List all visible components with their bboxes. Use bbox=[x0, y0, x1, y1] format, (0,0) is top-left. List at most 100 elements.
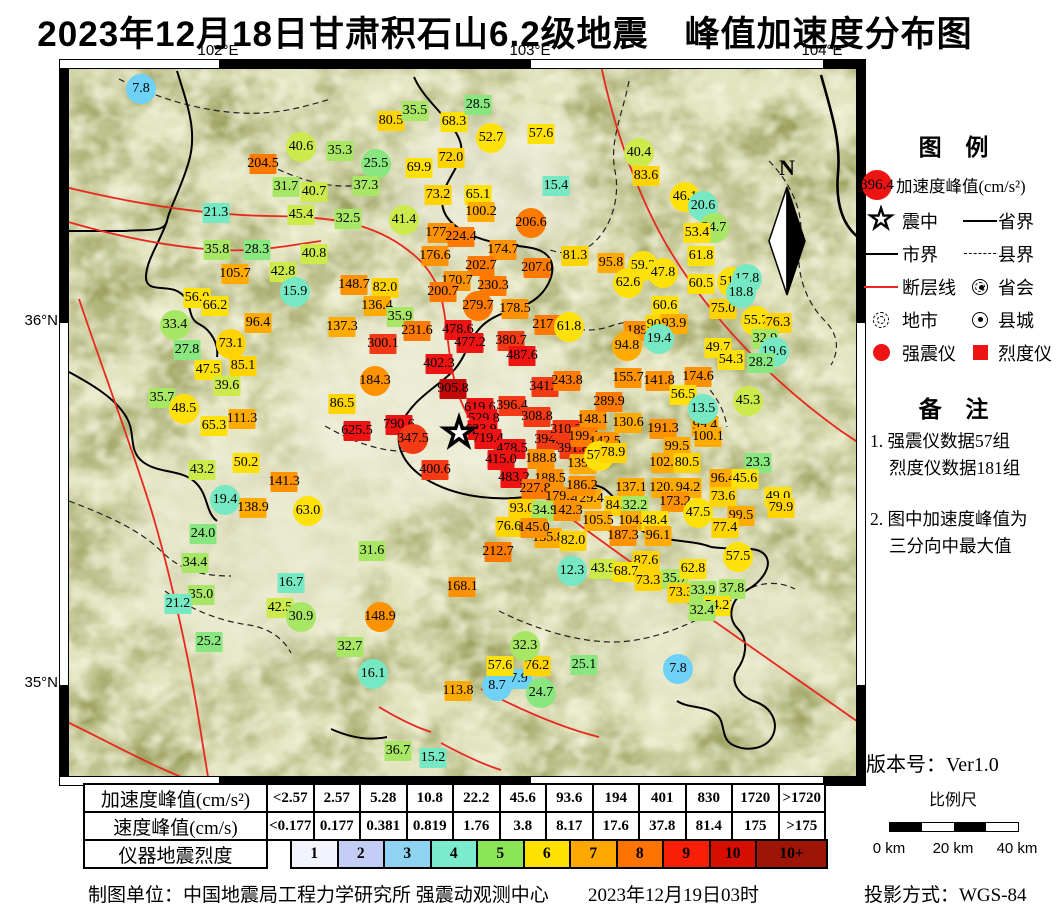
station-marker[interactable]: 69.9 bbox=[405, 158, 433, 178]
station-marker[interactable]: 41.4 bbox=[389, 205, 419, 235]
station-marker[interactable]: 47.5 bbox=[683, 498, 713, 528]
station-marker[interactable]: 415.0 bbox=[485, 450, 517, 470]
station-marker[interactable]: 65.1 bbox=[464, 185, 492, 205]
station-marker[interactable]: 477.2 bbox=[454, 333, 486, 353]
station-marker[interactable]: 85.1 bbox=[229, 356, 257, 376]
station-marker[interactable]: 32.4 bbox=[688, 601, 716, 621]
station-marker[interactable]: 43.2 bbox=[188, 460, 216, 480]
station-marker[interactable]: 113.8 bbox=[443, 681, 474, 701]
station-marker[interactable]: 200.7 bbox=[427, 282, 459, 302]
station-marker[interactable]: 39.6 bbox=[213, 376, 241, 396]
station-marker[interactable]: 21.3 bbox=[202, 203, 230, 223]
station-marker[interactable]: 80.5 bbox=[673, 453, 701, 473]
station-marker[interactable]: 66.2 bbox=[201, 296, 229, 316]
station-marker[interactable]: 57.5 bbox=[723, 542, 753, 572]
station-marker[interactable]: 176.6 bbox=[419, 246, 451, 266]
station-marker[interactable]: 96.1 bbox=[644, 526, 672, 546]
station-marker[interactable]: 19.4 bbox=[644, 324, 674, 354]
station-marker[interactable]: 79.9 bbox=[767, 498, 795, 518]
station-marker[interactable]: 23.3 bbox=[744, 453, 772, 473]
station-marker[interactable]: 73.2 bbox=[424, 185, 452, 205]
station-marker[interactable]: 487.6 bbox=[506, 346, 538, 366]
station-marker[interactable]: 35.3 bbox=[326, 141, 354, 161]
station-marker[interactable]: 60.6 bbox=[651, 296, 679, 316]
station-marker[interactable]: 60.5 bbox=[687, 274, 715, 294]
station-marker[interactable]: 155.7 bbox=[612, 368, 644, 388]
station-marker[interactable]: 7.8 bbox=[126, 74, 156, 104]
station-marker[interactable]: 28.2 bbox=[747, 353, 775, 373]
station-marker[interactable]: 27.8 bbox=[173, 340, 201, 360]
station-marker[interactable]: 168.1 bbox=[446, 577, 478, 597]
station-marker[interactable]: 62.8 bbox=[679, 559, 707, 579]
station-marker[interactable]: 82.0 bbox=[559, 531, 587, 551]
station-marker[interactable]: 72.0 bbox=[437, 148, 465, 168]
station-marker[interactable]: 300.1 bbox=[367, 334, 399, 354]
station-marker[interactable]: 174.7 bbox=[487, 240, 519, 260]
map-canvas[interactable]: N 7.8 40.6 204.5 31.7 40.7 21.3 45.4 35.8 28.3 40… bbox=[68, 68, 857, 777]
station-marker[interactable]: 77.4 bbox=[711, 518, 739, 538]
station-marker[interactable]: 138.9 bbox=[237, 498, 269, 518]
station-marker[interactable]: 15.4 bbox=[542, 176, 570, 196]
station-marker[interactable]: 45.6 bbox=[731, 469, 759, 489]
station-marker[interactable]: 68.3 bbox=[440, 112, 468, 132]
station-marker[interactable]: 145.0 bbox=[518, 518, 550, 538]
station-marker[interactable]: 47.8 bbox=[648, 258, 678, 288]
station-marker[interactable]: 83.6 bbox=[632, 166, 660, 186]
station-marker[interactable]: 24.7 bbox=[526, 678, 556, 708]
station-marker[interactable]: 32.5 bbox=[334, 209, 362, 229]
station-marker[interactable]: 80.5 bbox=[377, 111, 405, 131]
station-marker[interactable]: 148.7 bbox=[338, 275, 370, 295]
station-marker[interactable]: 905.8 bbox=[437, 379, 469, 399]
station-marker[interactable]: 188.8 bbox=[525, 449, 557, 469]
station-marker[interactable]: 15.2 bbox=[419, 748, 447, 768]
station-marker[interactable]: 95.8 bbox=[597, 253, 625, 273]
station-marker[interactable]: 212.7 bbox=[482, 542, 514, 562]
station-marker[interactable]: 76.3 bbox=[764, 313, 792, 333]
station-marker[interactable]: 73.1 bbox=[216, 329, 246, 359]
station-marker[interactable]: 25.1 bbox=[570, 655, 598, 675]
station-marker[interactable]: 73.6 bbox=[709, 487, 737, 507]
station-marker[interactable]: 35.0 bbox=[187, 585, 215, 605]
station-marker[interactable]: 400.6 bbox=[419, 460, 451, 480]
station-marker[interactable]: 137.1 bbox=[615, 478, 647, 498]
station-marker[interactable]: 78.9 bbox=[599, 443, 627, 463]
station-marker[interactable]: 16.1 bbox=[358, 659, 388, 689]
station-marker[interactable]: 31.6 bbox=[358, 541, 386, 561]
station-marker[interactable]: 148.1 bbox=[577, 410, 609, 430]
station-marker[interactable]: 31.7 bbox=[272, 177, 300, 197]
station-marker[interactable]: 12.3 bbox=[557, 556, 587, 586]
station-marker[interactable]: 18.8 bbox=[726, 278, 756, 308]
station-marker[interactable]: 34.4 bbox=[181, 553, 209, 573]
station-marker[interactable]: 73.3 bbox=[634, 571, 662, 591]
station-marker[interactable]: 82.0 bbox=[371, 278, 399, 298]
station-marker[interactable]: 105.7 bbox=[219, 264, 251, 284]
station-marker[interactable]: 35.5 bbox=[401, 101, 429, 121]
station-marker[interactable]: 99.5 bbox=[663, 437, 691, 457]
station-marker[interactable]: 308.8 bbox=[521, 407, 553, 427]
station-marker[interactable]: 36.7 bbox=[384, 741, 412, 761]
station-marker[interactable]: 204.5 bbox=[247, 154, 279, 174]
station-marker[interactable]: 54.3 bbox=[717, 350, 745, 370]
station-marker[interactable]: 32.7 bbox=[336, 637, 364, 657]
station-marker[interactable]: 187.3 bbox=[607, 526, 639, 546]
station-marker[interactable]: 25.5 bbox=[361, 149, 391, 179]
station-marker[interactable]: 227.8 bbox=[519, 479, 551, 499]
station-marker[interactable]: 137.3 bbox=[326, 317, 358, 337]
station-marker[interactable]: 13.5 bbox=[688, 394, 718, 424]
station-marker[interactable]: 45.3 bbox=[733, 386, 763, 416]
station-marker[interactable]: 105.5 bbox=[582, 511, 614, 531]
station-marker[interactable]: 224.4 bbox=[445, 227, 477, 247]
station-marker[interactable]: 62.6 bbox=[613, 268, 643, 298]
station-marker[interactable]: 93.0 bbox=[508, 499, 536, 519]
station-marker[interactable]: 75.0 bbox=[709, 299, 737, 319]
station-marker[interactable]: 47.5 bbox=[194, 360, 222, 380]
station-marker[interactable]: 40.4 bbox=[624, 138, 654, 168]
station-marker[interactable]: 402.3 bbox=[423, 354, 455, 374]
station-marker[interactable]: 136.4 bbox=[361, 296, 393, 316]
station-marker[interactable]: 28.5 bbox=[464, 95, 492, 115]
station-marker[interactable]: 289.9 bbox=[593, 392, 625, 412]
station-marker[interactable]: 191.3 bbox=[647, 419, 679, 439]
station-marker[interactable]: 53.4 bbox=[683, 223, 711, 243]
station-marker[interactable]: 207.0 bbox=[521, 258, 553, 278]
station-marker[interactable]: 341.5 bbox=[529, 377, 561, 397]
